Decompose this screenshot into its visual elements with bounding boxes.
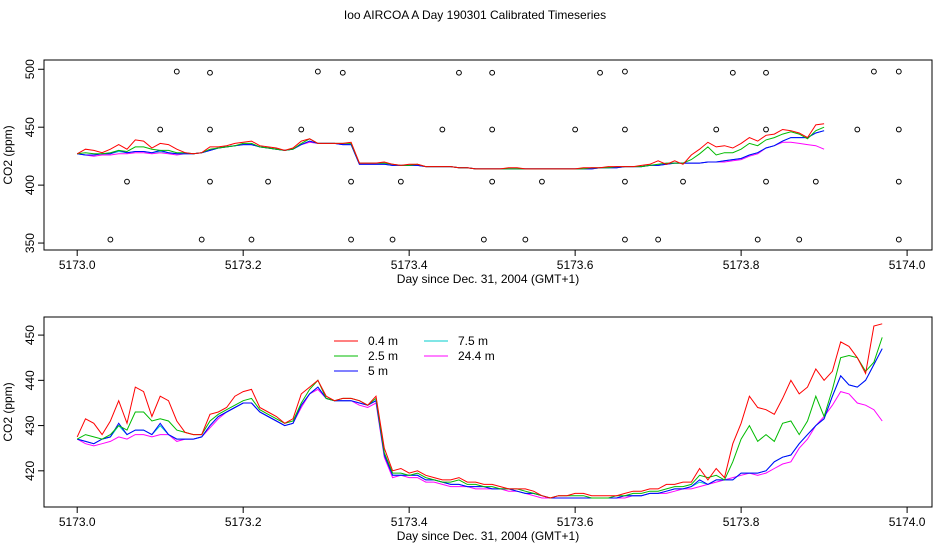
marker-point — [397, 178, 404, 185]
y-tick-label: 500 — [23, 59, 37, 79]
x-tick-label: 5174.0 — [889, 258, 926, 272]
marker-point — [298, 126, 305, 133]
marker-point — [655, 236, 662, 243]
y-tick-label: 420 — [23, 460, 37, 480]
x-tick-label: 5173.8 — [723, 258, 760, 272]
marker-point — [763, 69, 769, 76]
marker-point — [754, 236, 761, 243]
x-tick-label: 5173.6 — [557, 258, 594, 272]
marker-point — [812, 178, 819, 185]
marker-point — [680, 178, 686, 185]
x-tick-label: 5173.0 — [59, 515, 96, 529]
x-axis-label: Day since Dec. 31, 2004 (GMT+1) — [397, 272, 579, 286]
x-axis-label: Day since Dec. 31, 2004 (GMT+1) — [397, 529, 579, 543]
marker-point — [348, 126, 354, 133]
marker-point — [157, 126, 164, 133]
marker-point — [198, 236, 205, 243]
y-axis-label: CO2 (ppm) — [1, 125, 15, 184]
marker-point — [314, 68, 321, 75]
marker-point — [265, 178, 271, 185]
y-tick-label: 450 — [23, 117, 37, 137]
marker-point — [207, 126, 213, 133]
series-line-2-5-m — [77, 126, 825, 170]
marker-point — [895, 126, 902, 133]
marker-point — [622, 178, 628, 185]
marker-point — [729, 69, 736, 76]
marker-point — [796, 236, 803, 243]
x-tick-label: 5173.4 — [391, 258, 428, 272]
marker-point — [348, 236, 354, 243]
marker-point — [489, 126, 496, 133]
x-tick-label: 5173.4 — [391, 515, 428, 529]
marker-point — [489, 69, 496, 76]
marker-point — [480, 236, 487, 243]
marker-point — [439, 126, 446, 133]
y-tick-label: 450 — [23, 325, 37, 345]
y-tick-label: 400 — [23, 175, 37, 195]
series-line-24-4-m — [76, 388, 883, 499]
y-axis-label: CO2 (ppm) — [1, 382, 15, 441]
series-line-5-m — [77, 130, 825, 170]
legend-label: 7.5 m — [458, 334, 488, 348]
x-tick-label: 5173.2 — [225, 258, 262, 272]
marker-point — [348, 178, 354, 185]
series-line-5-m — [77, 348, 883, 499]
chart-title: Ioo AIRCOA A Day 190301 Calibrated Times… — [343, 8, 607, 22]
plot-frame-1 — [43, 316, 933, 508]
marker-point — [539, 178, 545, 185]
marker-point — [107, 236, 114, 243]
legend-label: 0.4 m — [368, 334, 398, 348]
marker-point — [173, 68, 180, 75]
marker-point — [489, 178, 496, 185]
marker-point — [597, 69, 603, 76]
series-line-7-5-m — [77, 130, 825, 170]
marker-point — [854, 126, 861, 133]
plot-frame-0 — [43, 59, 933, 251]
marker-point — [207, 178, 213, 185]
y-tick-label: 440 — [23, 370, 37, 390]
marker-point — [124, 178, 130, 185]
legend-label: 24.4 m — [458, 349, 495, 363]
marker-point — [895, 236, 902, 243]
legend-label: 2.5 m — [368, 349, 398, 363]
marker-point — [622, 126, 628, 133]
marker-point — [895, 68, 902, 75]
marker-point — [339, 69, 346, 76]
marker-point — [389, 236, 396, 243]
marker-point — [713, 126, 720, 133]
marker-point — [522, 236, 529, 243]
y-tick-label: 350 — [23, 233, 37, 253]
marker-point — [207, 69, 213, 76]
x-tick-label: 5173.8 — [723, 515, 760, 529]
series-line-0-4-m — [76, 323, 883, 499]
series-line-7-5-m — [77, 348, 883, 499]
marker-point — [572, 126, 579, 133]
marker-point — [763, 126, 769, 133]
x-tick-label: 5174.0 — [889, 515, 926, 529]
series-line-0-4-m — [76, 123, 825, 170]
series-line-24-4-m — [77, 141, 825, 170]
legend-label: 5 m — [368, 364, 388, 378]
x-tick-label: 5173.0 — [59, 258, 96, 272]
marker-point — [622, 236, 628, 243]
marker-point — [622, 68, 628, 75]
marker-point — [456, 69, 462, 76]
marker-point — [895, 178, 902, 185]
marker-point — [248, 236, 255, 243]
marker-point — [871, 68, 877, 75]
series-line-2-5-m — [76, 337, 883, 499]
marker-point — [763, 178, 769, 185]
y-tick-label: 430 — [23, 415, 37, 435]
x-tick-label: 5173.2 — [225, 515, 262, 529]
x-tick-label: 5173.6 — [557, 515, 594, 529]
